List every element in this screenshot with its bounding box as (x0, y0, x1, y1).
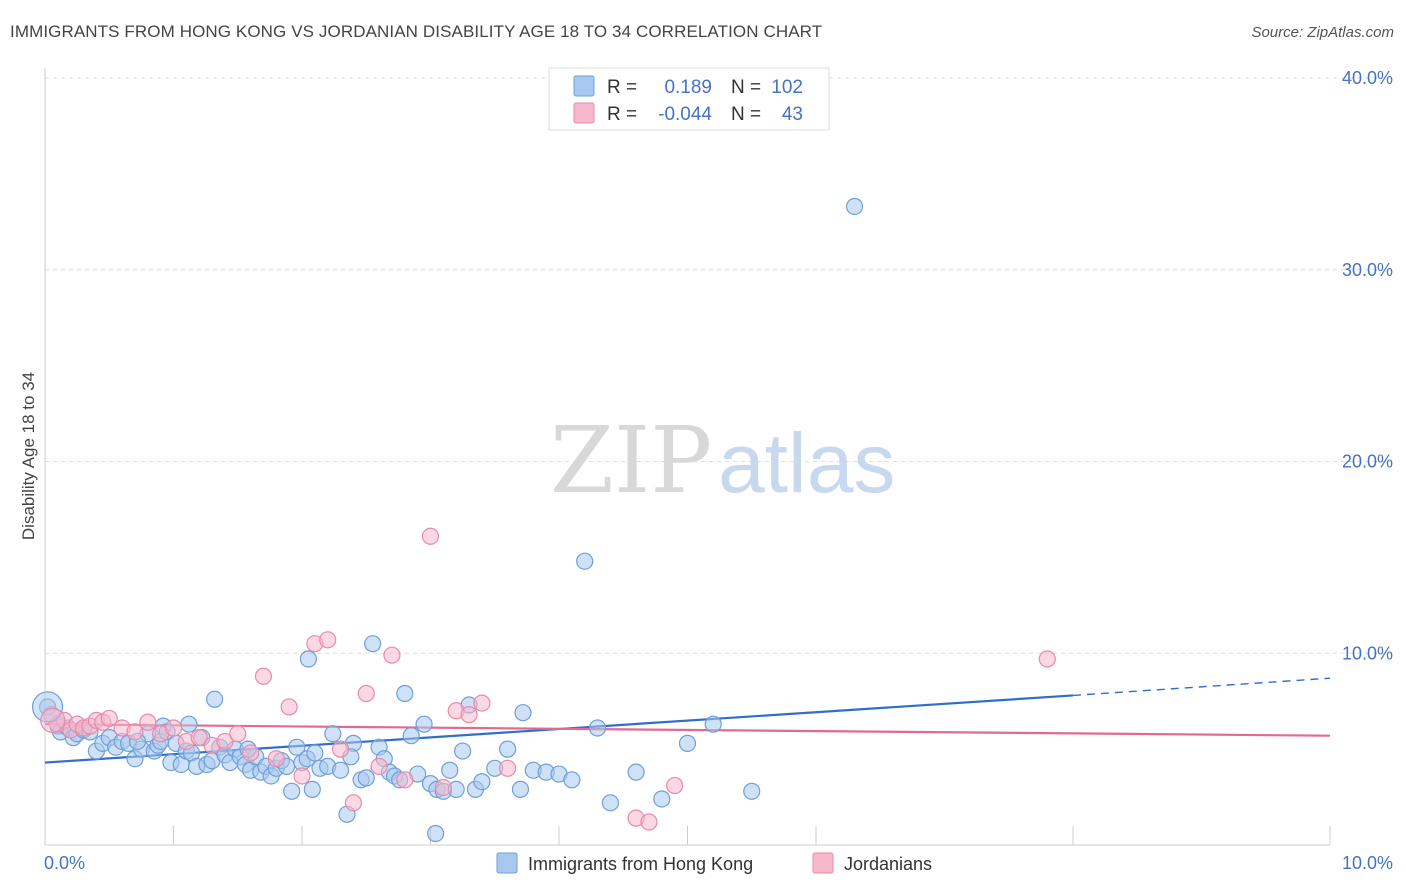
point-jordanians (243, 745, 259, 761)
point-jordanians-cluster (41, 708, 65, 732)
point-hong-kong (602, 795, 618, 811)
point-hong-kong (403, 728, 419, 744)
y-tick-labels: 10.0% 20.0% 30.0% 40.0% (1342, 68, 1393, 663)
legend-n-label-2: N = (731, 104, 761, 125)
watermark-zip: ZIP (550, 407, 712, 514)
point-hong-kong (397, 686, 413, 702)
y-axis-label: Disability Age 18 to 34 (19, 372, 38, 540)
point-hong-kong (500, 741, 516, 757)
point-jordanians (255, 668, 271, 684)
trend-line-hong-kong-extension (1073, 678, 1330, 695)
point-jordanians (500, 760, 516, 776)
point-hong-kong (705, 716, 721, 732)
point-hong-kong (365, 636, 381, 652)
legend: R = 0.189 N = 102 R = -0.044 N = 43 (549, 68, 829, 130)
point-hong-kong (428, 825, 444, 841)
y-tick-label: 40.0% (1342, 68, 1393, 88)
point-hong-kong (577, 553, 593, 569)
point-hong-kong (416, 716, 432, 732)
point-hong-kong (304, 781, 320, 797)
watermark: ZIP atlas (550, 407, 895, 514)
x-tick-label: 10.0% (1342, 853, 1393, 873)
point-jordanians (1039, 651, 1055, 667)
point-jordanians (294, 768, 310, 784)
point-jordanians (358, 686, 374, 702)
point-hong-kong (358, 770, 374, 786)
series-label-jordanians: Jordanians (844, 854, 932, 874)
point-hong-kong (847, 198, 863, 214)
point-hong-kong (442, 762, 458, 778)
point-hong-kong (515, 705, 531, 721)
y-tick-label: 30.0% (1342, 260, 1393, 280)
point-hong-kong (455, 743, 471, 759)
point-hong-kong (654, 791, 670, 807)
legend-n-value-2: 43 (782, 104, 803, 125)
point-hong-kong (564, 772, 580, 788)
point-jordanians (641, 814, 657, 830)
point-jordanians (268, 751, 284, 767)
point-hong-kong (300, 651, 316, 667)
series-swatch-hong-kong (497, 853, 517, 873)
point-hong-kong (325, 726, 341, 742)
point-jordanians (667, 778, 683, 794)
point-jordanians (371, 758, 387, 774)
point-jordanians (474, 695, 490, 711)
point-jordanians (166, 720, 182, 736)
legend-r-value-1: 0.189 (664, 77, 712, 98)
point-hong-kong (590, 720, 606, 736)
scatter-points (33, 198, 1056, 841)
legend-r-label-2: R = (607, 104, 637, 125)
point-jordanians (140, 714, 156, 730)
legend-r-label-1: R = (607, 77, 637, 98)
point-hong-kong (307, 745, 323, 761)
point-jordanians (345, 795, 361, 811)
legend-n-label-1: N = (731, 77, 761, 98)
point-jordanians (333, 741, 349, 757)
point-hong-kong (333, 762, 349, 778)
point-jordanians (230, 726, 246, 742)
point-hong-kong (628, 764, 644, 780)
point-jordanians (320, 632, 336, 648)
watermark-atlas: atlas (718, 416, 895, 510)
point-hong-kong (744, 783, 760, 799)
point-jordanians (281, 699, 297, 715)
legend-n-value-1: 102 (771, 77, 803, 98)
point-jordanians (435, 779, 451, 795)
x-tick-label: 0.0% (44, 853, 85, 873)
grid-lines (45, 78, 1392, 653)
point-jordanians (423, 528, 439, 544)
point-hong-kong (284, 783, 300, 799)
point-jordanians (397, 772, 413, 788)
point-hong-kong (207, 691, 223, 707)
legend-r-value-2: -0.044 (658, 104, 712, 125)
legend-swatch-blue (574, 76, 594, 96)
point-hong-kong (680, 735, 696, 751)
y-tick-label: 20.0% (1342, 452, 1393, 472)
series-swatch-jordanians (813, 853, 833, 873)
point-hong-kong (474, 774, 490, 790)
series-legend: Immigrants from Hong Kong Jordanians (497, 853, 932, 874)
point-hong-kong (181, 716, 197, 732)
series-label-hong-kong: Immigrants from Hong Kong (528, 854, 753, 874)
y-tick-label: 10.0% (1342, 643, 1393, 663)
point-hong-kong (512, 781, 528, 797)
point-jordanians (384, 647, 400, 663)
point-jordanians (461, 707, 477, 723)
legend-swatch-pink (574, 103, 594, 123)
